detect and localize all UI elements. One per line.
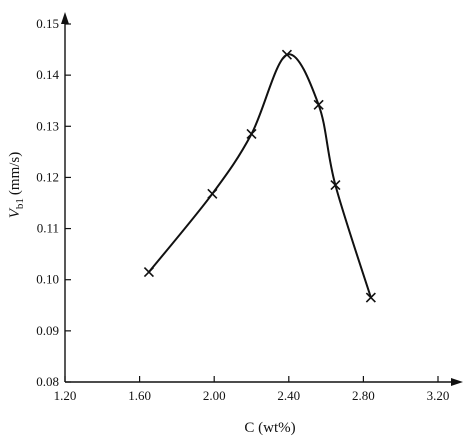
marker-stroke: [365, 292, 376, 303]
ticks: 0.08 0.09 0.10 0.11 0.12 0.13 0.14 0.15 1.20 1.60…: [36, 16, 449, 403]
data-point-marker: [313, 99, 324, 110]
data-curve: [147, 53, 372, 299]
data-point-marker: [365, 292, 376, 303]
y-tick-label: 0.13: [36, 118, 59, 133]
y-tick-label: 0.14: [36, 67, 59, 82]
x-tick-label: 1.60: [128, 388, 151, 403]
y-tick-label: 0.09: [36, 323, 59, 338]
marker-stroke: [143, 266, 154, 278]
x-tick-label: 3.20: [427, 388, 450, 403]
y-tick-label: 0.12: [36, 169, 59, 184]
y-axis-title-unit: (mm/s): [7, 152, 23, 195]
marker-stroke: [281, 49, 293, 60]
x-axis-title: C (wt%): [244, 420, 295, 436]
marker-stroke: [207, 188, 218, 199]
x-axis-arrow: [451, 378, 463, 386]
data-point-marker: [246, 128, 257, 140]
axes: [61, 12, 463, 386]
y-tick-label: 0.08: [36, 374, 59, 389]
y-axis-title-main: V: [7, 207, 23, 218]
y-tick-label: 0.10: [36, 272, 59, 287]
data-point-marker: [207, 188, 218, 199]
x-tick-label: 2.40: [277, 388, 300, 403]
x-tick-label: 2.80: [352, 388, 375, 403]
x-tick-label: 1.20: [54, 388, 77, 403]
marker-stroke: [246, 128, 257, 140]
y-tick-label: 0.15: [36, 16, 59, 31]
data-markers: [143, 49, 376, 303]
data-point-marker: [330, 180, 341, 191]
y-axis-arrow: [61, 12, 69, 24]
y-tick-label: 0.11: [37, 221, 59, 236]
marker-stroke: [330, 180, 341, 191]
data-point-marker: [281, 49, 293, 60]
y-axis-title-sub: b1: [14, 198, 26, 209]
data-point-marker: [143, 266, 154, 278]
y-axis-title: Vb1 (mm/s): [7, 152, 26, 219]
marker-stroke: [313, 99, 324, 110]
x-tick-label: 2.00: [203, 388, 226, 403]
